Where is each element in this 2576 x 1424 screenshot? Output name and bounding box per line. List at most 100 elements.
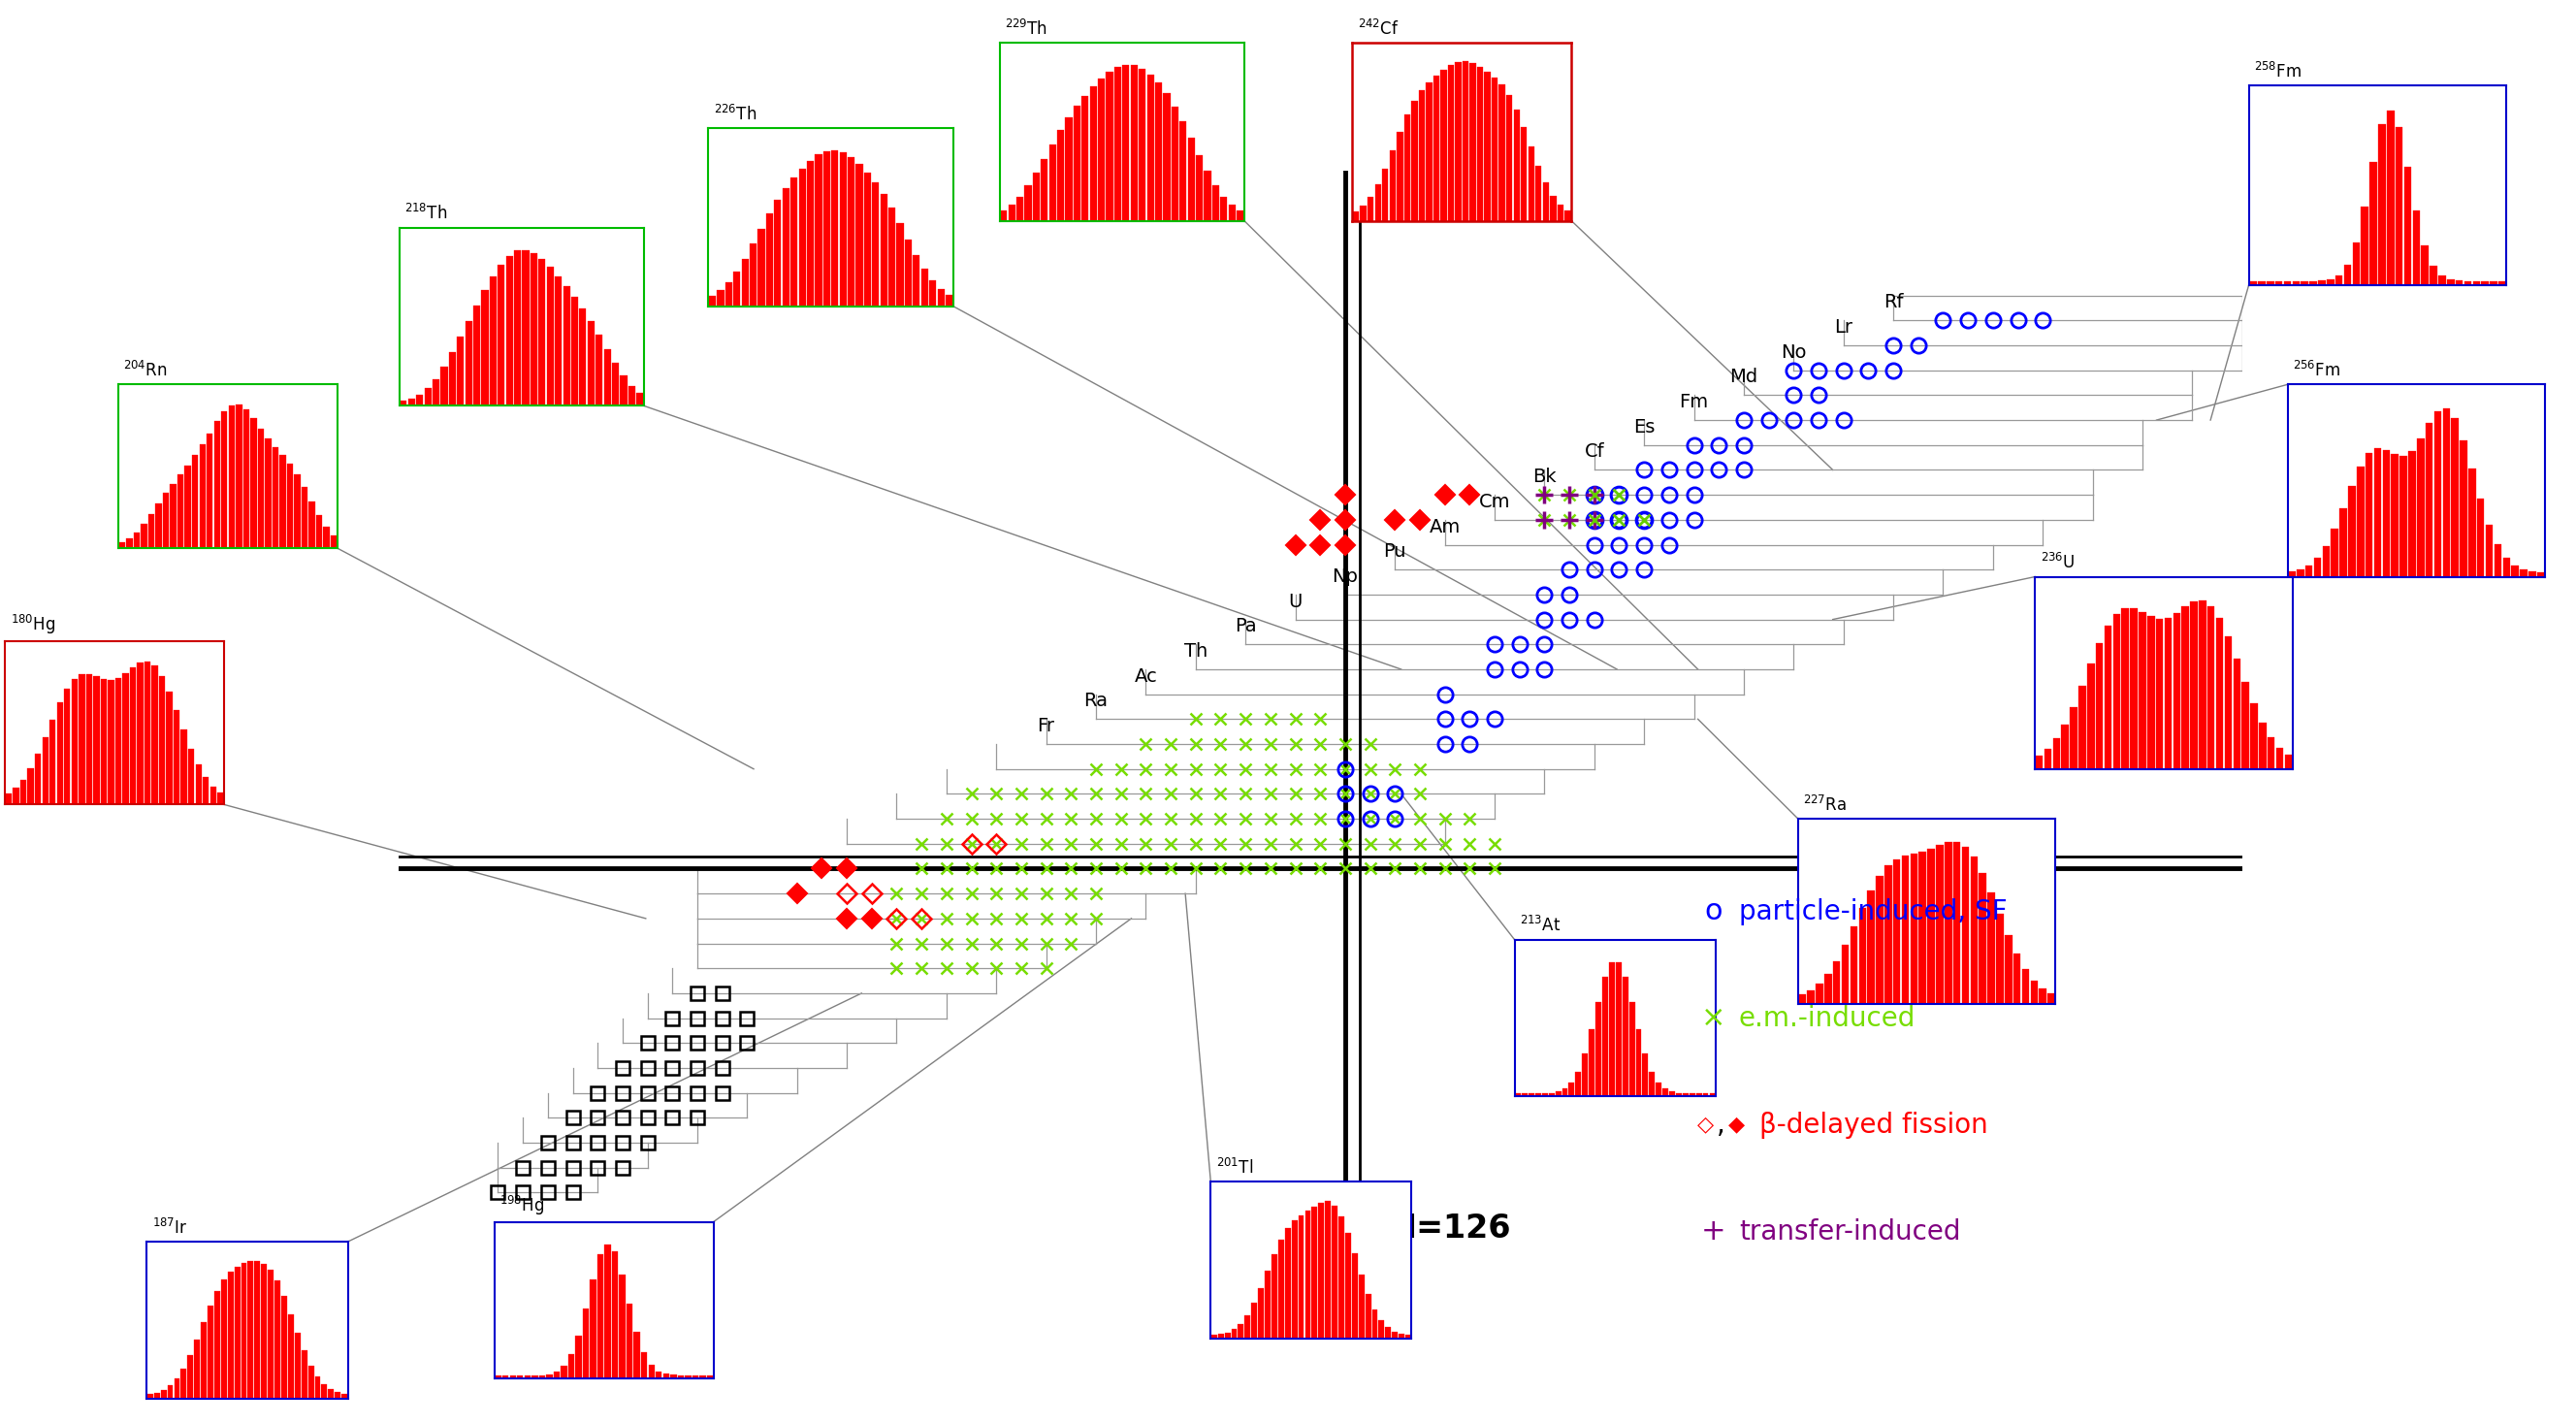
Text: N=126: N=126 — [1391, 1212, 1512, 1245]
Bar — [268, 1270, 273, 1398]
Bar — [2375, 449, 2380, 577]
Bar — [922, 269, 927, 306]
Bar — [701, 1376, 706, 1378]
Bar — [1971, 857, 1978, 1004]
Bar — [2267, 281, 2275, 285]
Bar — [2190, 601, 2197, 769]
Bar — [999, 211, 1007, 221]
Bar — [1131, 66, 1139, 221]
Bar — [814, 155, 822, 306]
Bar — [726, 282, 732, 306]
Bar — [216, 793, 224, 805]
Bar — [1440, 70, 1448, 221]
Bar — [515, 251, 520, 406]
Bar — [531, 253, 538, 406]
Text: Th: Th — [1185, 642, 1208, 661]
Bar — [2251, 703, 2257, 769]
Text: $^{227}$Ra: $^{227}$Ra — [1803, 795, 1847, 815]
Bar — [569, 1354, 574, 1378]
Bar — [1412, 101, 1417, 221]
Bar — [840, 152, 848, 306]
Bar — [1378, 1320, 1383, 1339]
Bar — [222, 412, 227, 548]
Bar — [1352, 211, 1360, 221]
Bar — [799, 168, 806, 306]
Bar — [775, 201, 781, 306]
Bar — [2035, 756, 2043, 769]
Text: Es: Es — [1633, 417, 1654, 436]
Bar — [574, 1336, 582, 1378]
Bar — [618, 1274, 626, 1378]
Bar — [1025, 185, 1030, 221]
Bar — [863, 172, 871, 306]
Bar — [167, 1386, 173, 1398]
Text: Ac: Ac — [1133, 666, 1157, 685]
Bar — [281, 1296, 286, 1398]
Bar — [170, 484, 175, 548]
Bar — [178, 474, 183, 548]
Bar — [595, 335, 603, 406]
Bar — [160, 1390, 167, 1398]
Bar — [2331, 530, 2339, 577]
Bar — [1476, 67, 1484, 221]
Bar — [636, 393, 644, 406]
Bar — [124, 674, 129, 805]
Bar — [554, 1371, 559, 1378]
Bar — [930, 281, 935, 306]
Bar — [1649, 1071, 1654, 1096]
Bar — [1842, 946, 1850, 1004]
Bar — [1515, 110, 1520, 221]
Bar — [1569, 1082, 1574, 1096]
Bar — [889, 208, 896, 306]
Text: o: o — [1705, 897, 1721, 926]
Bar — [670, 1376, 677, 1378]
Bar — [13, 787, 18, 805]
Bar — [1507, 95, 1512, 221]
Bar — [1188, 138, 1195, 221]
Bar — [598, 1255, 603, 1378]
Bar — [1824, 974, 1832, 1004]
Bar — [1066, 118, 1072, 221]
Bar — [2249, 281, 2257, 285]
Bar — [832, 150, 837, 306]
Text: ◇: ◇ — [1698, 1115, 1713, 1135]
Bar — [1551, 195, 1556, 221]
Bar — [2365, 453, 2372, 577]
Bar — [1386, 1327, 1391, 1339]
Bar — [2277, 748, 2282, 769]
Bar — [904, 239, 912, 306]
Text: transfer-induced: transfer-induced — [1739, 1218, 1960, 1246]
Bar — [1154, 83, 1162, 221]
Bar — [456, 337, 464, 406]
Bar — [716, 290, 724, 306]
Bar — [2014, 954, 2020, 1004]
Bar — [1391, 1331, 1399, 1339]
Bar — [605, 1245, 611, 1378]
Text: $^{226}$Th: $^{226}$Th — [714, 104, 757, 124]
Bar — [1628, 1001, 1636, 1096]
Bar — [1528, 147, 1535, 221]
Bar — [2401, 456, 2406, 577]
Bar — [41, 738, 49, 805]
Bar — [1373, 1309, 1378, 1339]
Bar — [1710, 1094, 1716, 1096]
Bar — [175, 1378, 180, 1398]
Bar — [1945, 842, 1953, 1004]
Bar — [2344, 265, 2352, 285]
Bar — [1471, 63, 1476, 221]
Bar — [1195, 155, 1203, 221]
Bar — [2208, 605, 2215, 769]
Bar — [1937, 844, 1942, 1004]
Bar — [1399, 1334, 1404, 1339]
Bar — [2427, 423, 2432, 577]
Bar — [118, 543, 126, 548]
Bar — [1172, 107, 1177, 221]
Bar — [1615, 963, 1620, 1096]
Text: β-delayed fission: β-delayed fission — [1759, 1111, 1989, 1139]
Bar — [5, 793, 13, 805]
Bar — [2452, 419, 2458, 577]
Bar — [173, 711, 180, 805]
Text: $^{236}$U: $^{236}$U — [2040, 553, 2074, 572]
Bar — [1548, 1092, 1553, 1096]
Text: $^{204}$Rn: $^{204}$Rn — [124, 360, 167, 380]
